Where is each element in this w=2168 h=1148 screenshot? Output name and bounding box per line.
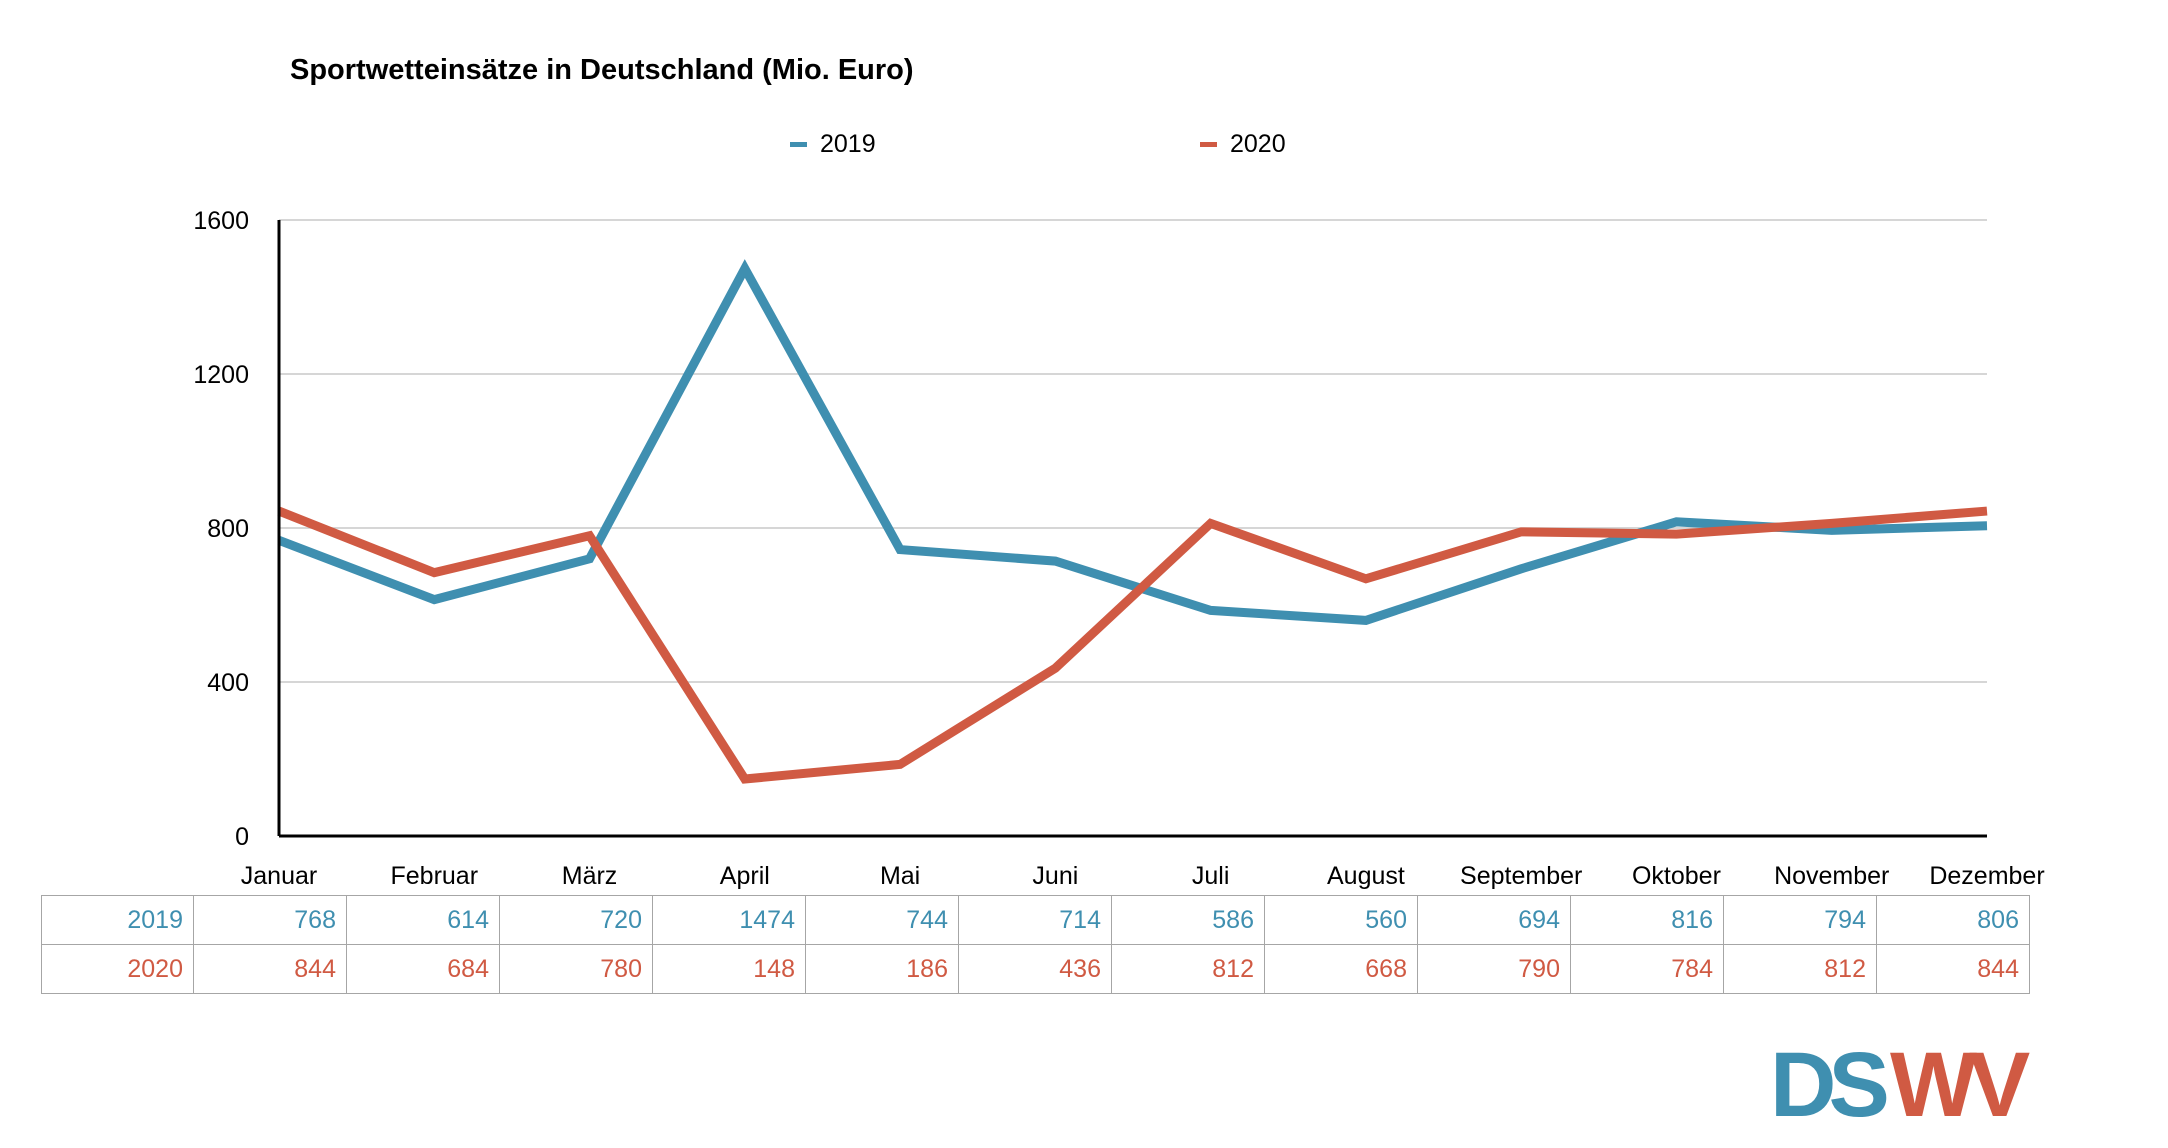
x-tick-label: Juli <box>1192 862 1230 890</box>
table-cell: 714 <box>958 895 1112 945</box>
legend-swatch-2020 <box>1200 142 1217 147</box>
table-cell: 812 <box>1723 944 1877 994</box>
table-cell: 720 <box>499 895 653 945</box>
series-line-2020 <box>277 506 1988 784</box>
x-tick-label: August <box>1327 862 1405 890</box>
table-row: 2020 844 684 780 148 186 436 812 668 790 784 812 844 <box>41 944 2030 994</box>
table-cell: 744 <box>805 895 959 945</box>
table-row: 2019 768 614 720 1474 744 714 586 560 694 816 794 80… <box>41 895 2030 945</box>
table-cell: 768 <box>193 895 347 945</box>
x-tick-label: Februar <box>390 862 478 890</box>
table-cell: 844 <box>193 944 347 994</box>
y-tick-label: 1200 <box>193 361 249 389</box>
legend-item-2019: 2019 <box>790 130 876 159</box>
x-tick-label: Oktober <box>1632 862 1721 890</box>
table-cell: 560 <box>1264 895 1418 945</box>
legend-label-2020: 2020 <box>1230 130 1286 158</box>
table-cell: 844 <box>1876 944 2030 994</box>
chart-title: Sportwetteinsätze in Deutschland (Mio. E… <box>290 54 914 86</box>
table-cell: 790 <box>1417 944 1571 994</box>
y-axis-ticks: 0 400 800 1200 1600 <box>193 207 249 851</box>
x-tick-label: Dezember <box>1929 862 2044 890</box>
x-tick-label: März <box>562 862 618 890</box>
logo-text-blue: DS <box>1770 1046 1886 1121</box>
x-tick-label: November <box>1774 862 1889 890</box>
x-tick-label: April <box>720 862 770 890</box>
table-cell: 812 <box>1111 944 1265 994</box>
line-chart: 0 400 800 1200 1600 Januar Februar März April Ma… <box>193 207 2045 890</box>
table-row-label: 2019 <box>41 895 194 945</box>
table-cell: 694 <box>1417 895 1571 945</box>
x-tick-label: Juni <box>1032 862 1078 890</box>
x-axis-ticks: Januar Februar März April Mai Juni Juli August S… <box>241 862 2045 890</box>
table-cell: 780 <box>499 944 653 994</box>
table-cell: 806 <box>1876 895 2030 945</box>
table-cell: 186 <box>805 944 959 994</box>
legend-label-2019: 2019 <box>820 130 876 158</box>
table-cell: 784 <box>1570 944 1724 994</box>
y-tick-label: 1600 <box>193 207 249 235</box>
series-line-2019 <box>277 259 1988 625</box>
table-cell: 436 <box>958 944 1112 994</box>
series-lines <box>277 259 1988 784</box>
y-tick-label: 800 <box>207 515 249 543</box>
y-tick-label: 400 <box>207 669 249 697</box>
y-tick-label: 0 <box>235 823 249 851</box>
table-row-label: 2020 <box>41 944 194 994</box>
legend-item-2020: 2020 <box>1200 130 1286 159</box>
legend-swatch-2019 <box>790 142 807 147</box>
table-cell: 816 <box>1570 895 1724 945</box>
gridlines <box>279 219 1987 683</box>
dswv-logo: WV DS <box>1770 1046 2038 1121</box>
table-cell: 684 <box>346 944 500 994</box>
table-cell: 1474 <box>652 895 806 945</box>
table-cell: 794 <box>1723 895 1877 945</box>
table-cell: 614 <box>346 895 500 945</box>
x-tick-label: Mai <box>880 862 920 890</box>
logo-text-red: WV <box>1890 1046 2030 1121</box>
data-table: 2019 768 614 720 1474 744 714 586 560 694 816 794 80… <box>41 895 2030 994</box>
table-cell: 148 <box>652 944 806 994</box>
table-cell: 586 <box>1111 895 1265 945</box>
x-tick-label: Januar <box>241 862 317 890</box>
table-cell: 668 <box>1264 944 1418 994</box>
x-tick-label: September <box>1460 862 1582 890</box>
